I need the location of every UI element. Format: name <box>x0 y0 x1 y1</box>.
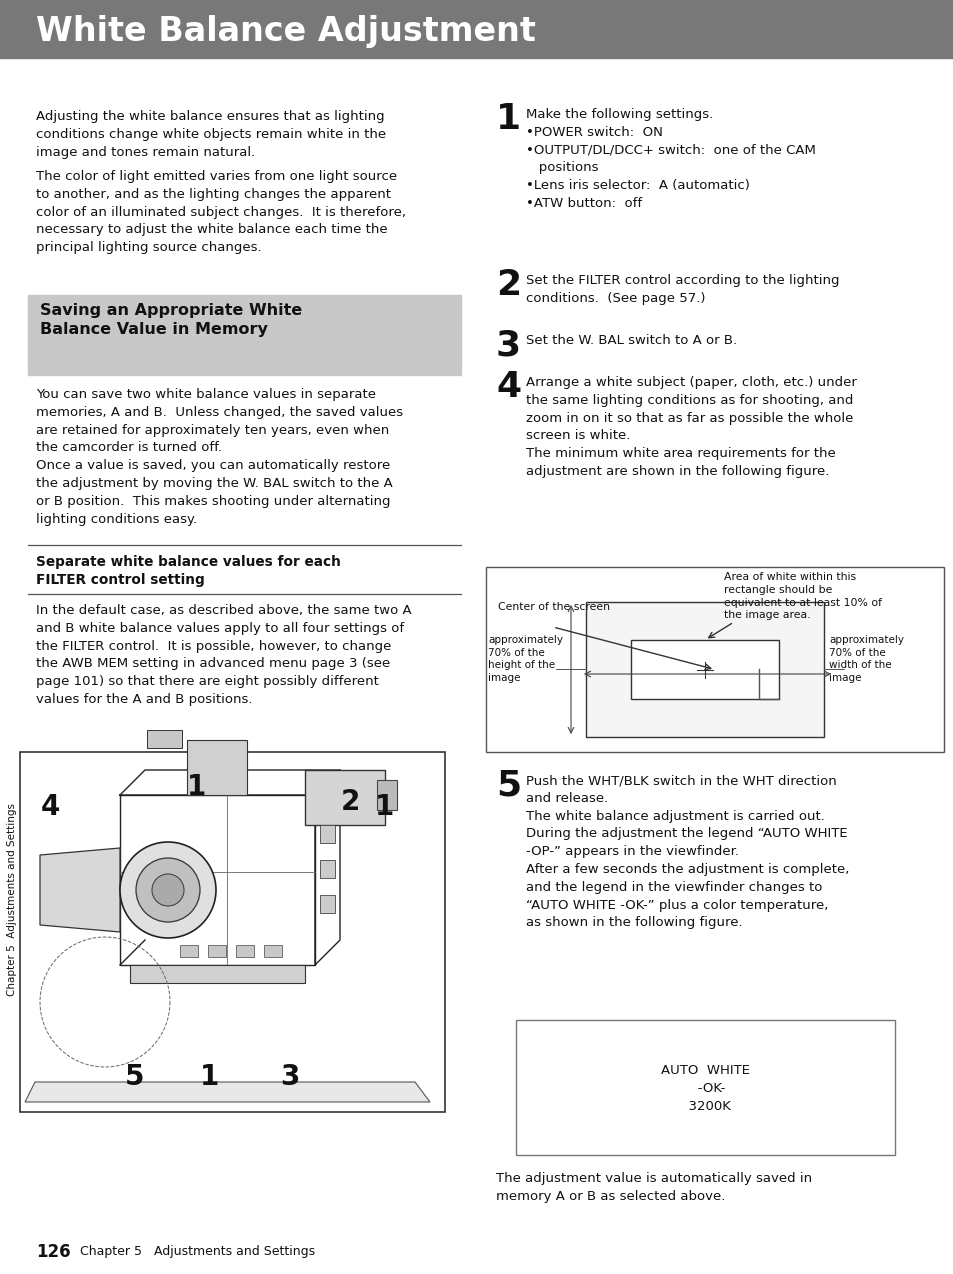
Polygon shape <box>25 1082 430 1102</box>
Text: approximately
70% of the
width of the
image: approximately 70% of the width of the im… <box>828 634 903 683</box>
Bar <box>20 752 444 1112</box>
Text: 126: 126 <box>36 1243 71 1261</box>
Text: In the default case, as described above, the same two A
and B white balance valu: In the default case, as described above,… <box>36 604 411 706</box>
Text: Center of the screen: Center of the screen <box>497 603 609 612</box>
Text: 3200K: 3200K <box>679 1101 730 1113</box>
Text: The color of light emitted varies from one light source
to another, and as the l: The color of light emitted varies from o… <box>36 169 406 255</box>
Text: Set the FILTER control according to the lighting
conditions.  (See page 57.): Set the FILTER control according to the … <box>525 274 839 304</box>
Bar <box>28 296 460 375</box>
Text: 3: 3 <box>280 1063 299 1091</box>
Text: 2: 2 <box>496 268 520 302</box>
Bar <box>585 603 823 736</box>
Circle shape <box>120 842 215 938</box>
Text: Adjusting the white balance ensures that as lighting
conditions change white obj: Adjusting the white balance ensures that… <box>36 110 386 158</box>
Text: 5: 5 <box>125 1063 145 1091</box>
Text: Saving an Appropriate White
Balance Value in Memory: Saving an Appropriate White Balance Valu… <box>40 303 302 338</box>
Bar <box>147 730 182 748</box>
Text: 1: 1 <box>200 1063 219 1091</box>
Bar <box>235 945 253 957</box>
Bar <box>180 945 198 957</box>
Bar <box>485 567 943 752</box>
Bar <box>305 769 385 826</box>
Polygon shape <box>40 848 120 933</box>
Text: 4: 4 <box>40 792 60 820</box>
Text: -OK-: -OK- <box>684 1083 725 1096</box>
Text: Chapter 5   Adjustments and Settings: Chapter 5 Adjustments and Settings <box>80 1246 314 1259</box>
Text: 1: 1 <box>496 102 520 136</box>
Bar <box>630 640 779 699</box>
Text: Arrange a white subject (paper, cloth, etc.) under
the same lighting conditions : Arrange a white subject (paper, cloth, e… <box>525 376 856 478</box>
Bar <box>264 945 282 957</box>
Bar <box>376 780 396 810</box>
Bar <box>319 826 335 843</box>
Text: 2: 2 <box>340 789 359 817</box>
Bar <box>516 1020 894 1156</box>
Text: 5: 5 <box>496 768 520 803</box>
Text: Push the WHT/BLK switch in the WHT direction
and release.
The white balance adju: Push the WHT/BLK switch in the WHT direc… <box>525 775 848 930</box>
Text: 4: 4 <box>496 369 520 404</box>
Text: approximately
70% of the
height of the
image: approximately 70% of the height of the i… <box>488 634 562 683</box>
Bar <box>208 945 226 957</box>
Text: Make the following settings.
•POWER switch:  ON
•OUTPUT/DL/DCC+ switch:  one of : Make the following settings. •POWER swit… <box>525 108 815 210</box>
Text: AUTO  WHITE: AUTO WHITE <box>660 1065 749 1078</box>
Text: Set the W. BAL switch to A or B.: Set the W. BAL switch to A or B. <box>525 334 737 347</box>
Text: 1: 1 <box>375 792 395 820</box>
Bar <box>319 860 335 878</box>
Text: Separate white balance values for each
FILTER control setting: Separate white balance values for each F… <box>36 555 340 587</box>
Text: 3: 3 <box>496 327 520 362</box>
Bar <box>187 740 247 795</box>
Bar <box>0 0 953 59</box>
Text: The adjustment value is automatically saved in
memory A or B as selected above.: The adjustment value is automatically sa… <box>496 1172 811 1203</box>
Bar <box>130 964 305 984</box>
Circle shape <box>152 874 184 906</box>
Bar <box>319 896 335 913</box>
Text: White Balance Adjustment: White Balance Adjustment <box>36 14 536 47</box>
Circle shape <box>136 857 200 922</box>
Text: You can save two white balance values in separate
memories, A and B.  Unless cha: You can save two white balance values in… <box>36 389 403 526</box>
Text: 1: 1 <box>187 773 207 801</box>
Text: Chapter 5  Adjustments and Settings: Chapter 5 Adjustments and Settings <box>7 804 17 996</box>
Text: Area of white within this
rectangle should be
equivalent to at least 10% of
the : Area of white within this rectangle shou… <box>723 572 882 620</box>
